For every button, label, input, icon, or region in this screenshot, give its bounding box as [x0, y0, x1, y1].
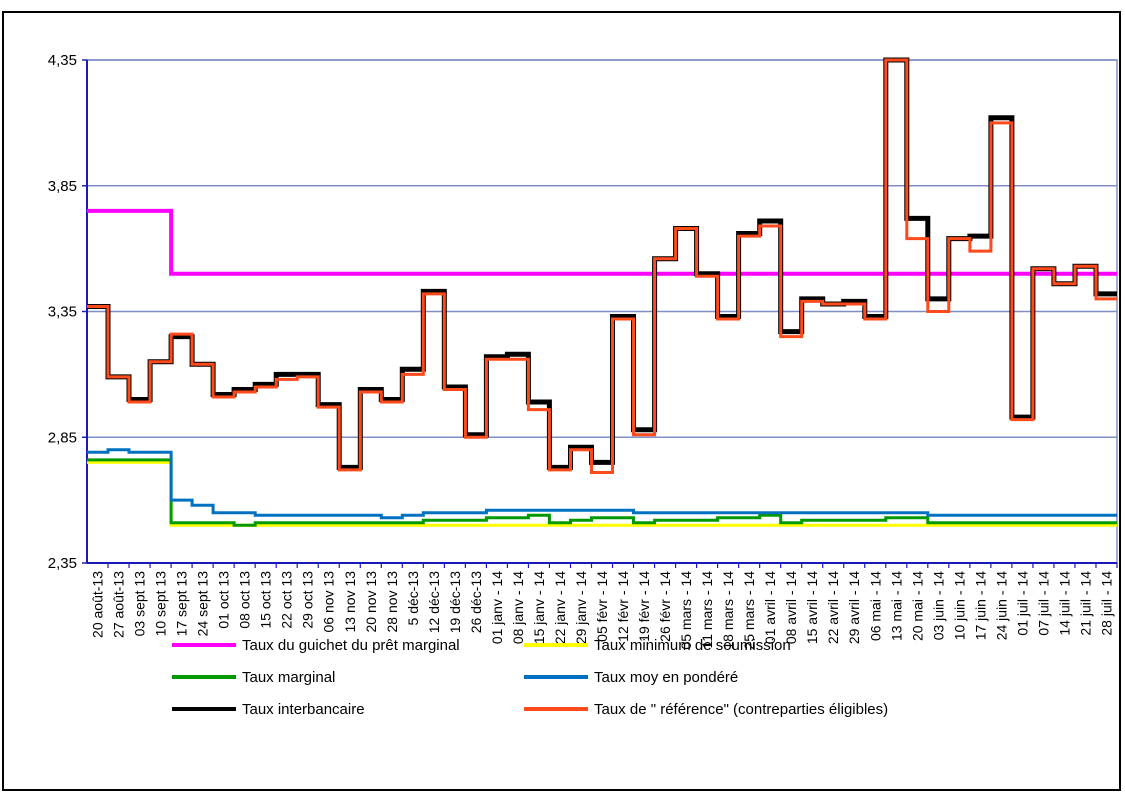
x-tick-label: 5 déc-13 — [405, 571, 421, 626]
y-tick-label: 2,35 — [48, 555, 77, 572]
legend-label: Taux moy en pondéré — [594, 668, 739, 686]
x-tick-label: 13 mai - 14 — [888, 571, 904, 641]
legend-item: Taux de " référence" (contreparties élig… — [524, 698, 888, 720]
legend-swatch — [524, 675, 588, 679]
series-2 — [87, 458, 1117, 527]
series-5 — [87, 58, 1117, 474]
x-tick-label: 03 juin - 14 — [930, 571, 946, 640]
x-tick-label: 20 nov 13 — [363, 571, 379, 633]
x-tick-label: 05 mars - 14 — [678, 571, 694, 650]
series-line — [87, 448, 1117, 520]
x-tick-label: 29 oct 13 — [300, 571, 316, 629]
series-3 — [87, 448, 1117, 520]
x-tick-label: 06 mai - 14 — [867, 571, 883, 641]
x-tick-label: 15 avril - 14 — [804, 571, 820, 644]
x-tick-label: 17 sept 13 — [174, 571, 190, 637]
legend-label: Taux de " référence" (contreparties élig… — [594, 700, 889, 718]
series-line — [87, 458, 1117, 527]
legend-swatch — [172, 643, 236, 647]
x-tick-label: 21 juil - 14 — [1077, 571, 1093, 636]
x-tick-label: 19 févr - 14 — [636, 571, 652, 642]
legend-label: Taux interbancaire — [242, 700, 365, 718]
x-tick-label: 05 févr - 14 — [594, 571, 610, 642]
chart-frame: 4,35 3,85 3,35 2,85 2,35 20 août-13 27 août-13… — [2, 11, 1121, 791]
x-tick-label: 27 août-13 — [111, 571, 127, 638]
x-tick-label: 22 avril - 14 — [825, 571, 841, 644]
legend-swatch — [524, 643, 588, 647]
x-tick-label: 06 nov 13 — [321, 571, 337, 633]
x-tick-label: 20 août-13 — [90, 571, 106, 638]
x-tick-label: 11 mars - 14 — [699, 571, 715, 649]
x-tick-label: 22 oct 13 — [279, 571, 295, 629]
legend-item: Taux moy en pondéré — [524, 666, 738, 688]
y-tick-label: 3,35 — [48, 304, 77, 321]
y-tick-label: 3,85 — [48, 178, 77, 195]
x-tick-label: 10 sept 13 — [153, 571, 169, 637]
legend-swatch — [172, 675, 236, 679]
x-tick-label: 01 janv - 14 — [489, 571, 505, 644]
x-tick-label: 18 mars - 14 — [720, 571, 736, 650]
x-tick-label: 13 nov 13 — [342, 571, 358, 633]
x-tick-label: 01 oct 13 — [216, 571, 232, 629]
legend-item: Taux minimum de soumission — [524, 634, 791, 656]
x-tick-label: 10 juin - 14 — [951, 571, 967, 640]
legend-item: Taux interbancaire — [172, 698, 365, 720]
x-tick-label: 26 févr - 14 — [657, 571, 673, 642]
x-tick-label: 28 nov 13 — [384, 571, 400, 633]
x-tick-label: 08 janv - 14 — [510, 571, 526, 644]
x-tick-label: 29 janv - 14 — [573, 571, 589, 644]
x-tick-label: 12 déc-13 — [426, 571, 442, 633]
y-tick-label: 2,85 — [48, 429, 77, 446]
title-strip — [0, 0, 1125, 10]
x-tick-label: 01 avril - 14 — [762, 571, 778, 644]
x-tick-label: 12 févr - 14 — [615, 571, 631, 642]
x-tick-label: 22 janv - 14 — [552, 571, 568, 644]
x-tick-label: 29 avril - 14 — [846, 571, 862, 644]
x-tick-label: 25 mars - 14 — [741, 571, 757, 650]
y-tick-label: 4,35 — [48, 52, 77, 69]
x-tick-label: 20 mai - 14 — [909, 571, 925, 641]
line-chart: 4,35 3,85 3,35 2,85 2,35 20 août-13 27 août-13… — [48, 52, 1118, 650]
x-tick-label: 03 sept 13 — [132, 571, 148, 637]
legend-swatch — [524, 707, 588, 711]
x-tick-label: 28 juil - 14 — [1098, 571, 1114, 636]
x-tick-label: 24 sept 13 — [195, 571, 211, 637]
legend-label: Taux minimum de soumission — [594, 636, 791, 654]
series-line — [87, 208, 1117, 276]
x-tick-label: 08 oct 13 — [237, 571, 253, 629]
series-0 — [87, 208, 1117, 276]
legend-label: Taux marginal — [242, 668, 336, 686]
x-tick-label: 15 janv - 14 — [531, 571, 547, 644]
legend-item: Taux du guichet du prêt marginal — [172, 634, 460, 656]
x-tick-label: 26 déc-13 — [468, 571, 484, 633]
x-tick-label: 01 juil - 14 — [1014, 571, 1030, 636]
legend-item: Taux marginal — [172, 666, 335, 688]
legend-label: Taux du guichet du prêt marginal — [242, 636, 460, 654]
series-line — [87, 58, 1117, 474]
x-tick-label: 19 déc-13 — [447, 571, 463, 633]
x-tick-label: 14 juil - 14 — [1056, 571, 1072, 636]
x-tick-label: 15 oct 13 — [258, 571, 274, 629]
legend-swatch — [172, 707, 236, 711]
x-tick-label: 07 juil - 14 — [1035, 571, 1051, 636]
x-tick-label: 17 juin - 14 — [972, 571, 988, 640]
x-tick-label: 24 juin - 14 — [993, 571, 1009, 640]
x-tick-label: 08 avril - 14 — [783, 571, 799, 644]
